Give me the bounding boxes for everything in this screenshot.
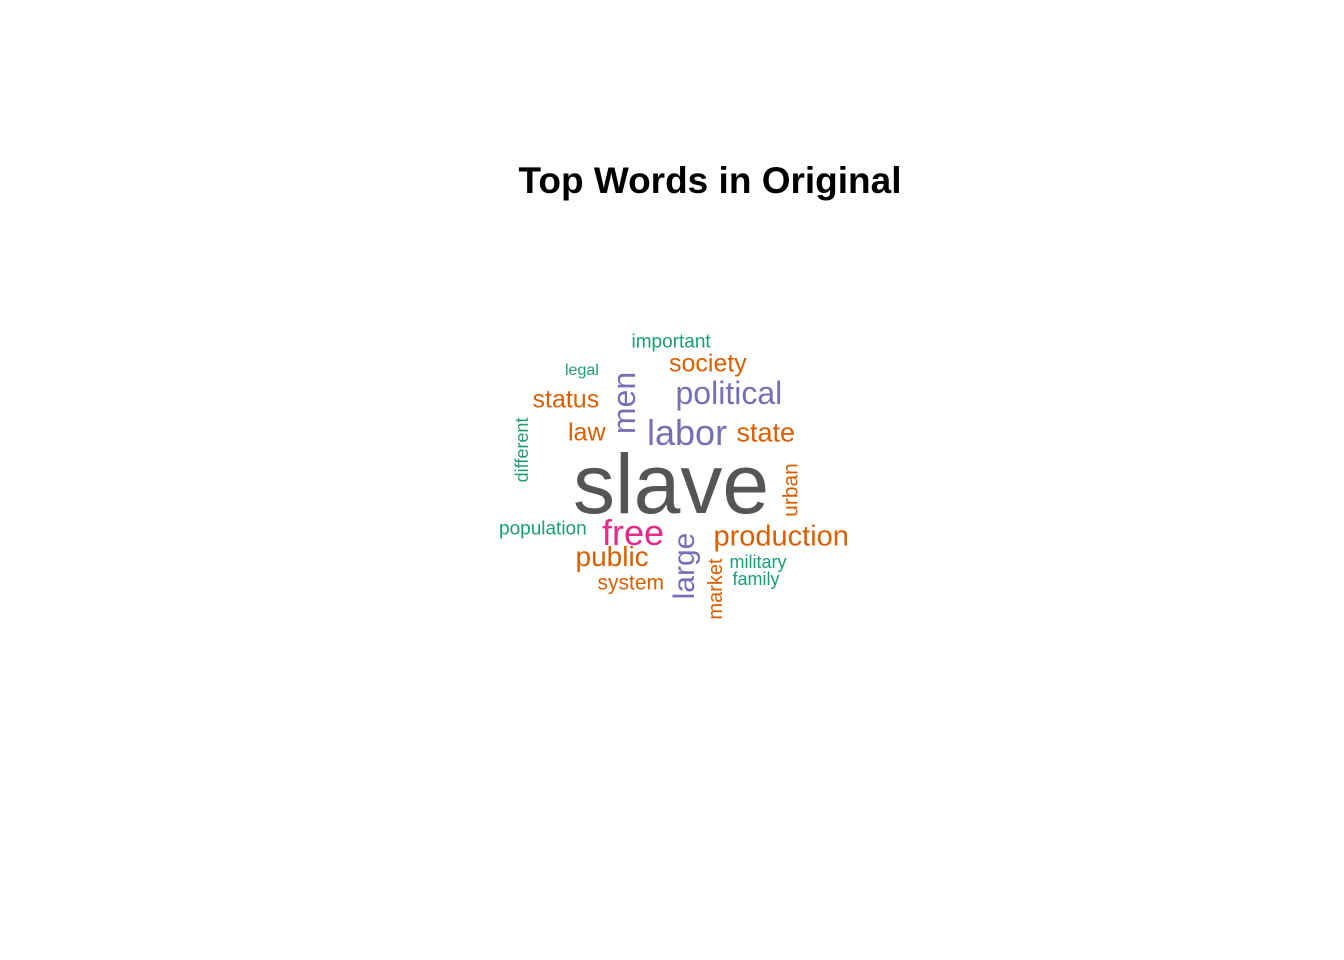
word-law: law [568,418,606,447]
word-public: public [575,541,649,572]
word-system: system [597,571,665,595]
word-slave: slave [573,437,770,531]
word-family: family [732,569,780,589]
word-status: status [532,385,600,414]
word-legal: legal [565,362,599,379]
word-military: military [729,552,787,572]
word-important: important [631,331,711,353]
word-free: free [602,512,665,553]
word-political: political [675,375,783,411]
word-large: large [667,532,701,600]
chart-title: Top Words in Original [518,160,902,201]
word-society: society [669,349,747,378]
word-urban: urban [779,463,803,517]
word-different: different [511,417,532,483]
word-population: population [499,518,587,540]
word-state: state [736,417,796,448]
word-market: market [705,558,728,620]
word-labor: labor [647,412,728,453]
word-men: men [606,371,643,435]
word-production: production [713,520,849,553]
